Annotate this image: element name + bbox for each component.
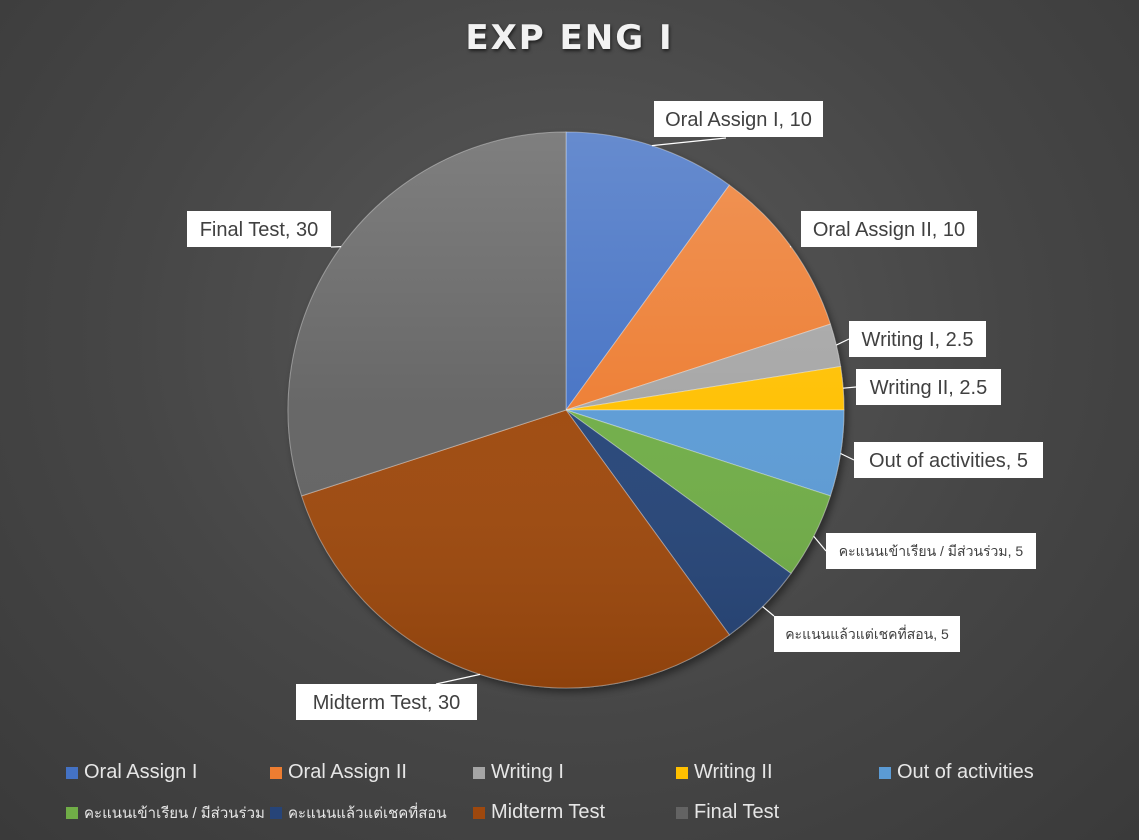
legend-item: Oral Assign II: [270, 761, 407, 784]
legend-swatch: [879, 766, 891, 779]
leader-lines: [330, 137, 857, 685]
data-label-box: [187, 211, 331, 247]
data-label-5: Out of activities, 5: [854, 442, 1043, 478]
data-label-box: [774, 616, 960, 652]
data-label-box: [296, 684, 477, 720]
data-label-6: คะแนนเข้าเรียน / มีส่วนร่วม, 5: [826, 533, 1036, 569]
legend-swatch: [66, 807, 78, 819]
legend-label: คะแนนแล้วแต่เชคที่สอน: [288, 805, 447, 822]
data-label-text: Midterm Test, 30: [313, 692, 460, 714]
legend-item: Out of activities: [879, 761, 1034, 784]
data-label-9: Final Test, 30: [187, 211, 331, 247]
legend-item: คะแนนเข้าเรียน / มีส่วนร่วม: [66, 801, 265, 825]
legend-item: Writing I: [473, 761, 564, 784]
leader-line-8: [435, 673, 481, 685]
data-label-text: Out of activities, 5: [869, 450, 1028, 472]
data-label-box: [654, 101, 823, 137]
data-label-box: [854, 442, 1043, 478]
data-label-text: Oral Assign II, 10: [813, 219, 965, 241]
data-label-box: [801, 211, 977, 247]
data-label-text: Oral Assign I, 10: [665, 109, 812, 131]
legend-label: Final Test: [694, 801, 780, 823]
leader-line-6: [813, 535, 827, 552]
legend-item: Writing II: [676, 761, 773, 784]
chart-title: EXP ENG I: [465, 18, 674, 58]
data-label-text: Writing II, 2.5: [870, 377, 987, 399]
leader-line-4: [843, 386, 857, 389]
legend-swatch: [676, 806, 688, 819]
data-labels: Oral Assign I, 10 Oral Assign II, 10 Writi…: [187, 101, 1043, 720]
legend-swatch: [270, 766, 282, 779]
data-label-2: Oral Assign II, 10: [801, 211, 977, 247]
data-label-box: [849, 321, 986, 357]
legend-swatch: [473, 806, 485, 819]
legend-item: Final Test: [676, 801, 779, 824]
legend-label: Oral Assign I: [84, 761, 198, 783]
data-label-box: [826, 533, 1036, 569]
data-label-1: Oral Assign I, 10: [654, 101, 823, 137]
legend: Oral Assign I Oral Assign II Writing I Writ…: [0, 755, 1139, 835]
data-label-text: Writing I, 2.5: [862, 329, 974, 351]
legend-swatch: [676, 766, 688, 779]
legend-label: Out of activities: [897, 761, 1034, 783]
legend-item: Oral Assign I: [66, 761, 197, 784]
legend-label: Midterm Test: [491, 801, 606, 823]
pie-chart: Oral Assign I, 10 Oral Assign II, 10 Writi…: [187, 101, 1043, 720]
leader-line-1: [651, 137, 727, 147]
legend-swatch: [270, 807, 282, 819]
legend-swatch: [473, 766, 485, 779]
pie-slices: [287, 131, 845, 689]
data-label-text: คะแนนเข้าเรียน / มีส่วนร่วม, 5: [839, 543, 1024, 559]
data-label-text: คะแนนแล้วแต่เชคที่สอน, 5: [785, 625, 949, 642]
legend-swatch: [66, 766, 78, 779]
legend-item: Midterm Test: [473, 801, 605, 824]
leader-line-5: [840, 452, 855, 461]
legend-label: Writing I: [491, 761, 564, 783]
data-label-3: Writing I, 2.5: [849, 321, 986, 357]
data-label-text: Final Test, 30: [200, 219, 319, 241]
legend-label: คะแนนเข้าเรียน / มีส่วนร่วม: [84, 805, 265, 822]
leader-line-7: [762, 606, 775, 617]
data-label-box: [856, 369, 1001, 405]
data-label-4: Writing II, 2.5: [856, 369, 1001, 405]
leader-line-3: [836, 338, 850, 346]
legend-item: คะแนนแล้วแต่เชคที่สอน: [270, 801, 447, 825]
data-label-7: คะแนนแล้วแต่เชคที่สอน, 5: [774, 616, 960, 652]
legend-label: Oral Assign II: [288, 761, 407, 783]
data-label-8: Midterm Test, 30: [296, 684, 477, 720]
legend-label: Writing II: [694, 761, 773, 783]
